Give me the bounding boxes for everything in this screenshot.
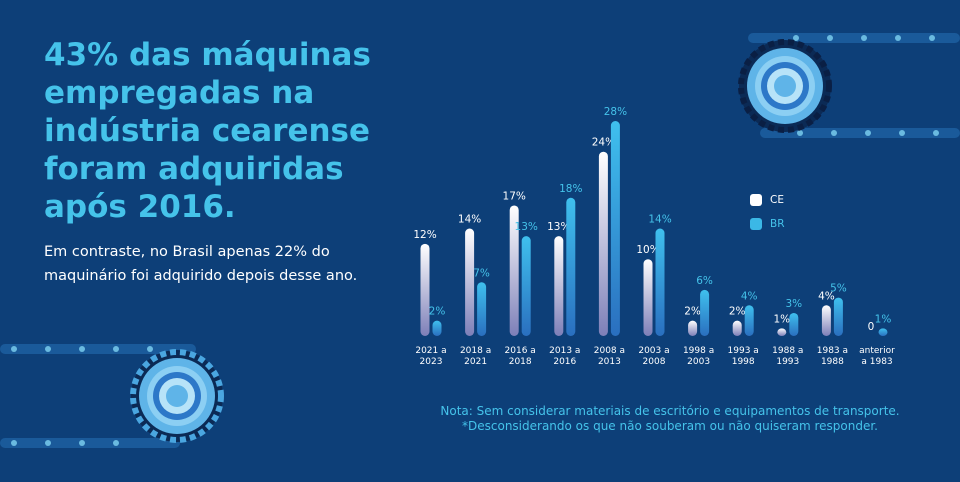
- category-label-1-0: 2018 a: [460, 346, 491, 356]
- category-label-6-1: 2003: [687, 357, 710, 367]
- category-label-8-0: 1988 a: [772, 346, 803, 356]
- category-label-0-0: 2021 a: [415, 346, 446, 356]
- bar-br-6: [700, 289, 710, 336]
- legend-item-ce: CE: [750, 190, 785, 210]
- category-label-9-1: 1988: [821, 357, 844, 367]
- data-label-br-4: 28%: [604, 106, 627, 118]
- bar-br-10: [878, 328, 888, 336]
- category-label-0-1: 2023: [420, 357, 443, 367]
- legend-label-ce: CE: [770, 194, 784, 206]
- legend: CE BR: [750, 190, 785, 238]
- chain-top-icon: [748, 33, 960, 138]
- data-label-br-10: 1%: [875, 313, 892, 325]
- bar-ce-6: [688, 320, 698, 336]
- category-label-4-1: 2013: [598, 357, 621, 367]
- bar-ce-3: [554, 236, 564, 336]
- data-label-ce-1: 14%: [458, 214, 481, 226]
- bar-br-0: [432, 320, 442, 336]
- bar-br-9: [833, 297, 843, 336]
- data-label-ce-5: 10%: [636, 244, 659, 256]
- category-label-7-0: 1993 a: [728, 346, 759, 356]
- data-label-ce-7: 2%: [729, 306, 746, 318]
- bar-ce-4: [598, 151, 608, 336]
- data-label-br-0: 2%: [429, 306, 446, 318]
- gear-top-icon: [738, 39, 832, 133]
- data-label-ce-8: 1%: [773, 313, 790, 325]
- data-label-ce-10: 0: [868, 321, 875, 333]
- data-label-br-6: 6%: [696, 275, 713, 287]
- category-label-1-1: 2021: [464, 357, 487, 367]
- footnote-line-2: *Desconsiderando os que não souberam ou …: [462, 419, 878, 433]
- data-label-br-2: 13%: [515, 221, 538, 233]
- bar-br-8: [789, 312, 799, 336]
- category-label-9-0: 1983 a: [817, 346, 848, 356]
- data-label-ce-3: 13%: [547, 221, 570, 233]
- category-label-8-1: 1993: [776, 357, 799, 367]
- chain-bottom-icon: [0, 344, 196, 448]
- data-label-br-7: 4%: [741, 290, 758, 302]
- category-label-5-0: 2003 a: [638, 346, 669, 356]
- bar-br-1: [477, 282, 487, 336]
- data-label-br-8: 3%: [785, 298, 802, 310]
- bar-br-2: [521, 236, 531, 336]
- data-label-ce-4: 24%: [592, 137, 615, 149]
- legend-swatch-br: [750, 218, 762, 230]
- category-label-5-1: 2008: [643, 357, 666, 367]
- category-label-3-0: 2013 a: [549, 346, 580, 356]
- bar-ce-2: [509, 205, 519, 336]
- data-label-ce-0: 12%: [413, 229, 436, 241]
- subtext: Em contraste, no Brasil apenas 22% do ma…: [44, 244, 358, 284]
- data-label-ce-9: 4%: [818, 290, 835, 302]
- category-label-2-0: 2016 a: [505, 346, 536, 356]
- bar-ce-0: [420, 243, 430, 336]
- bar-br-3: [566, 197, 576, 336]
- bar-ce-1: [465, 228, 475, 336]
- headline: 43% das máquinas empregadas na indústria…: [44, 37, 371, 225]
- category-label-6-0: 1998 a: [683, 346, 714, 356]
- bar-br-4: [610, 121, 620, 336]
- bar-ce-5: [643, 259, 653, 336]
- category-label-2-1: 2018: [509, 357, 532, 367]
- footnote: Nota: Sem considerar materiais de escrit…: [380, 404, 960, 434]
- bar-br-5: [655, 228, 665, 336]
- data-label-br-9: 5%: [830, 283, 847, 295]
- category-label-7-1: 1998: [732, 357, 755, 367]
- data-label-br-1: 7%: [473, 267, 490, 279]
- category-label-10-1: a 1983: [861, 357, 892, 367]
- data-label-ce-2: 17%: [503, 190, 526, 202]
- legend-label-br: BR: [770, 218, 785, 230]
- category-label-4-0: 2008 a: [594, 346, 625, 356]
- category-label-3-1: 2016: [553, 357, 576, 367]
- gear-bottom-icon: [130, 349, 224, 443]
- bar-ce-7: [732, 320, 742, 336]
- legend-item-br: BR: [750, 214, 785, 234]
- data-label-ce-6: 2%: [684, 306, 701, 318]
- footnote-line-1: Nota: Sem considerar materiais de escrit…: [440, 404, 900, 418]
- bar-br-7: [744, 305, 754, 336]
- category-label-10-0: anterior: [859, 346, 895, 356]
- bar-ce-8: [777, 328, 787, 336]
- data-label-br-5: 14%: [648, 214, 671, 226]
- legend-swatch-ce: [750, 194, 762, 206]
- data-label-br-3: 18%: [559, 183, 582, 195]
- bar-ce-9: [821, 305, 831, 336]
